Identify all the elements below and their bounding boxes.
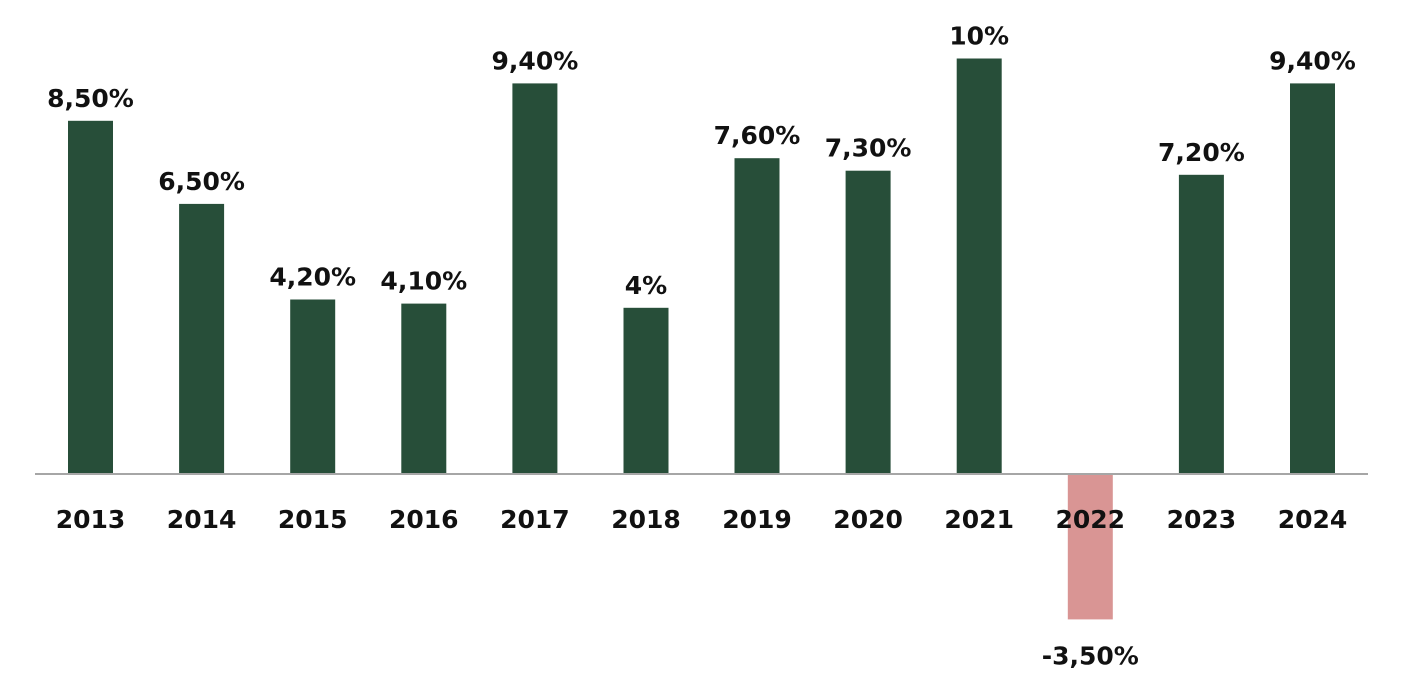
- bar-2015: [290, 299, 336, 474]
- bar-2020: [845, 170, 891, 474]
- data-label-2015: 4,20%: [269, 263, 356, 292]
- bar-2019: [734, 158, 780, 474]
- x-tick-label-2013: 2013: [56, 505, 126, 534]
- data-label-2016: 4,10%: [380, 267, 467, 296]
- x-tick-label-2018: 2018: [611, 505, 681, 534]
- data-label-2021: 10%: [949, 22, 1009, 51]
- data-label-2020: 7,30%: [825, 134, 912, 163]
- x-tick-labels: 2013 2014 2015 2016 2017 2018 2019 2020 2021 2022…: [56, 505, 1348, 534]
- x-tick-label-2017: 2017: [500, 505, 570, 534]
- data-label-2018: 4%: [625, 271, 667, 300]
- data-label-2017: 9,40%: [492, 46, 579, 75]
- data-label-2022: -3,50%: [1042, 641, 1139, 670]
- bar-2021: [956, 58, 1002, 474]
- data-label-2013: 8,50%: [47, 84, 134, 113]
- bar-2024: [1290, 83, 1335, 475]
- bar-2018: [623, 307, 669, 474]
- data-label-2024: 9,40%: [1269, 46, 1356, 75]
- data-label-2023: 7,20%: [1158, 138, 1245, 167]
- data-label-2019: 7,60%: [714, 121, 801, 150]
- bar-2017: [512, 83, 558, 475]
- x-tick-label-2020: 2020: [833, 505, 903, 534]
- bars-group: [68, 58, 1335, 620]
- x-tick-label-2024: 2024: [1278, 505, 1348, 534]
- x-tick-label-2015: 2015: [278, 505, 348, 534]
- bar-2023: [1178, 174, 1224, 475]
- x-tick-label-2021: 2021: [944, 505, 1014, 534]
- bar-2013: [68, 120, 113, 475]
- bar-2022: [1067, 474, 1113, 620]
- x-tick-label-2016: 2016: [389, 505, 459, 534]
- x-tick-label-2019: 2019: [722, 505, 792, 534]
- bar-2016: [401, 303, 447, 474]
- x-tick-label-2014: 2014: [167, 505, 237, 534]
- data-labels: 8,50% 6,50% 4,20% 4,10% 9,40% 4% 7,60% 7,30% 10%…: [47, 22, 1356, 671]
- x-tick-label-2023: 2023: [1167, 505, 1237, 534]
- bar-2014: [179, 203, 225, 474]
- data-label-2014: 6,50%: [158, 167, 245, 196]
- x-tick-label-2022: 2022: [1056, 505, 1126, 534]
